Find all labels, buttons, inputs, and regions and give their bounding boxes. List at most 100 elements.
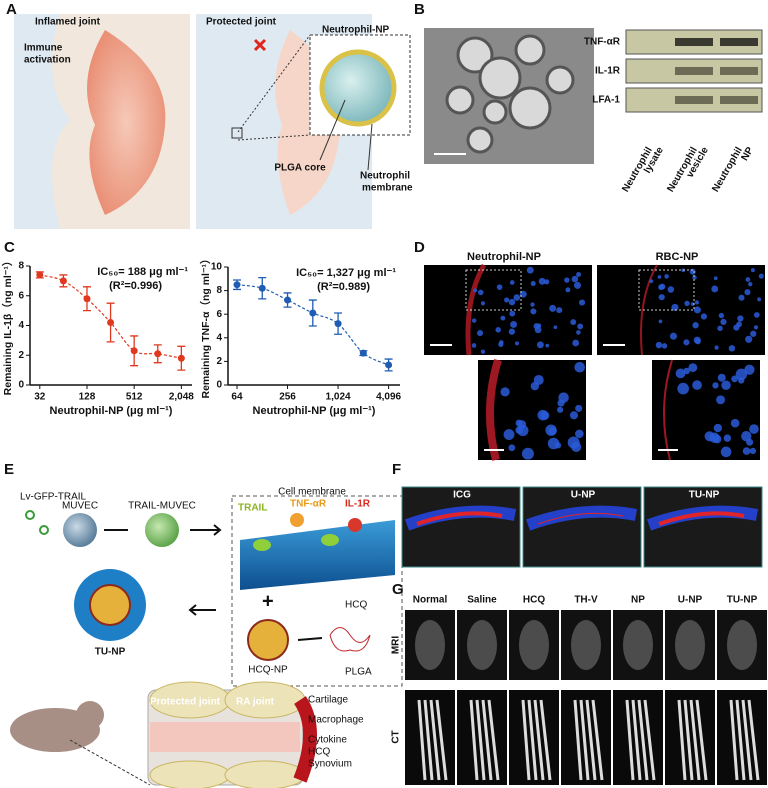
nucleus xyxy=(565,287,571,293)
point xyxy=(154,350,162,358)
ct-bone xyxy=(481,699,493,781)
ct-bone xyxy=(573,699,583,781)
mri-paw xyxy=(467,620,497,670)
nucleus xyxy=(649,279,654,284)
text: Lv-GFP-TRAIL xyxy=(20,492,87,503)
nucleus xyxy=(526,266,534,274)
point xyxy=(59,277,67,285)
nucleus xyxy=(538,277,546,285)
band xyxy=(720,67,758,75)
nucleus xyxy=(713,276,718,281)
text: TU-NP xyxy=(95,647,126,658)
mri-paw xyxy=(675,620,705,670)
cell xyxy=(63,513,97,547)
nucleus xyxy=(521,447,534,460)
ct-bone xyxy=(735,699,746,781)
bone xyxy=(149,760,231,788)
nucleus xyxy=(750,268,755,273)
nucleus xyxy=(570,319,577,326)
joint-label: Synovium xyxy=(308,759,352,770)
nucleus xyxy=(713,423,723,433)
nucleus xyxy=(728,345,736,352)
row-label: MRI xyxy=(391,636,402,655)
nucleus xyxy=(500,387,510,397)
nucleus xyxy=(534,326,542,334)
particle xyxy=(508,86,552,130)
nucleus xyxy=(735,368,748,381)
panel-label: D xyxy=(414,239,425,256)
nucleus xyxy=(571,275,579,283)
band xyxy=(675,96,713,104)
panel-label: C xyxy=(4,239,15,256)
ct-bone xyxy=(741,699,753,781)
ct-bone xyxy=(683,699,694,781)
x-tick-label: 128 xyxy=(79,392,96,403)
nucleus xyxy=(508,298,516,306)
nucleus xyxy=(749,424,759,434)
nucleus xyxy=(517,420,527,429)
image xyxy=(643,486,763,568)
arrow xyxy=(297,637,323,641)
particle xyxy=(478,56,522,100)
nucleus xyxy=(744,289,751,296)
band xyxy=(675,38,713,46)
nucleus xyxy=(720,446,732,458)
text: TRAIL-MUVEC xyxy=(128,501,196,512)
point xyxy=(107,319,115,327)
nucleus xyxy=(677,382,689,395)
nucleus xyxy=(564,277,570,283)
membrane xyxy=(240,520,395,590)
ct-bone xyxy=(579,699,590,781)
zoom-line xyxy=(69,739,151,786)
title: RBC-NP xyxy=(656,251,699,263)
nucleus xyxy=(533,374,544,385)
nucleus xyxy=(692,322,699,329)
nucleus xyxy=(513,294,521,301)
title: Protected joint xyxy=(206,17,277,28)
title: U-NP xyxy=(571,490,596,501)
nucleus xyxy=(730,418,740,428)
nucleus xyxy=(536,341,544,349)
band xyxy=(720,96,758,104)
text: PLGA xyxy=(345,667,372,678)
hcq-np xyxy=(247,619,289,661)
text: activation xyxy=(24,55,71,66)
nucleus xyxy=(717,373,726,382)
nucleus xyxy=(711,285,719,293)
nucleus xyxy=(692,380,702,390)
y-tick-label: 6 xyxy=(216,309,222,320)
nucleus xyxy=(721,380,731,390)
x-axis-label: Neutrophil-NP (μg ml⁻¹) xyxy=(253,405,376,417)
point xyxy=(83,295,91,303)
nucleus xyxy=(471,318,477,323)
y-tick-label: 10 xyxy=(211,262,223,273)
point xyxy=(284,296,292,304)
nucleus xyxy=(657,275,662,279)
nucleus xyxy=(757,297,762,302)
ct-bone xyxy=(429,699,441,781)
nucleus xyxy=(574,361,585,373)
ct-bone xyxy=(585,699,597,781)
zoom-line xyxy=(237,134,311,141)
nucleus xyxy=(661,343,668,349)
band xyxy=(720,38,758,46)
pointer xyxy=(367,123,373,171)
title: Inflamed joint xyxy=(35,17,101,28)
band-label: TNF-αR xyxy=(584,37,621,48)
ct-bone xyxy=(747,699,760,781)
nucleus xyxy=(745,277,751,282)
text: MUVEC xyxy=(62,501,98,512)
joint-label: Cytokine xyxy=(308,735,347,746)
nucleus xyxy=(742,447,751,455)
annotation: IC₅₀= 1,327 μg ml⁻¹ xyxy=(296,267,396,279)
nucleus xyxy=(695,338,701,345)
point xyxy=(130,347,138,355)
ct-bone xyxy=(527,699,538,781)
ct-bone xyxy=(591,699,604,781)
mri-paw xyxy=(571,620,601,670)
cell xyxy=(145,513,179,547)
y-tick-label: 4 xyxy=(216,332,222,343)
signal xyxy=(416,511,503,526)
joint-label: Macrophage xyxy=(308,715,364,726)
